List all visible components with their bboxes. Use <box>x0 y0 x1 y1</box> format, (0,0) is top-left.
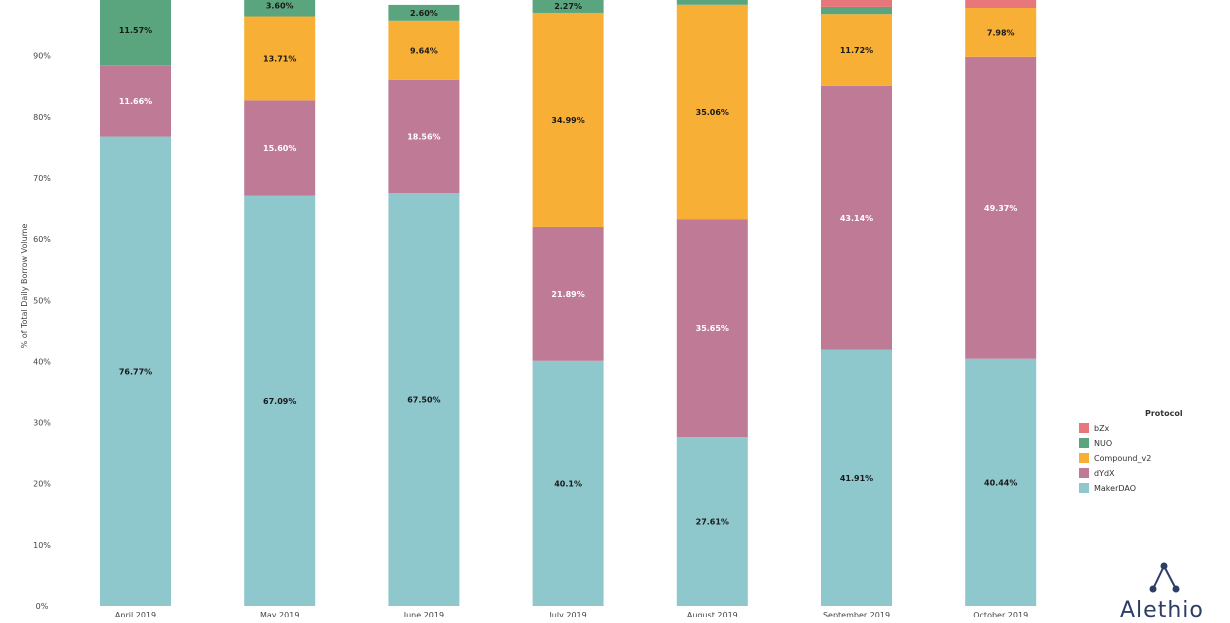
data-label: 34.99% <box>551 116 584 125</box>
bar-stack-august-2019: 27.61% 35.65% 35.06% <box>676 0 748 606</box>
bar-stack-september-2019: 41.91% 43.14% 11.72% <box>821 0 892 606</box>
x-tick-label: April 2019 <box>115 611 156 617</box>
data-label: 40.1% <box>554 479 582 488</box>
legend-swatch-makerdao <box>1079 483 1089 493</box>
data-label: 67.09% <box>263 397 296 406</box>
data-label: 2.60% <box>410 9 438 18</box>
bar-segment-dydx <box>532 226 604 361</box>
bar-segment-dydx <box>388 79 460 194</box>
y-tick-label: 20% <box>33 480 51 489</box>
data-label: 18.56% <box>407 132 440 141</box>
y-tick-label: 40% <box>33 357 51 366</box>
bar-segment-dydx <box>100 65 171 137</box>
data-label: 11.66% <box>119 97 152 106</box>
data-label: 27.61% <box>696 518 729 527</box>
x-tick-label: August 2019 <box>687 611 738 617</box>
data-label: 7.98% <box>987 28 1015 37</box>
y-tick-label: 30% <box>33 419 51 428</box>
data-label: 76.77% <box>119 367 152 376</box>
bar-stack-june-2019: 67.50% 18.56% 9.64% 2.60% <box>388 4 460 607</box>
data-label: 11.57% <box>119 26 152 35</box>
data-label: 40.44% <box>984 478 1017 487</box>
legend-label-compound-v2: Compound_v2 <box>1094 454 1151 463</box>
bar-segment-bzx <box>821 0 892 7</box>
data-label: 49.37% <box>984 204 1017 213</box>
legend-title: Protocol <box>1145 409 1183 418</box>
bar-stack-july-2019: 40.1% 21.89% 34.99% 2.27% <box>532 0 604 606</box>
bar-stack-may-2019: 67.09% 15.60% 13.71% 3.60% <box>244 0 316 607</box>
bar-segment-makerdao <box>965 358 1037 606</box>
bar-segment-dydx <box>676 219 748 438</box>
bar-segment-compound-v2 <box>388 20 460 80</box>
bar-stack-october-2019: 40.44% 49.37% 7.98% <box>965 0 1037 606</box>
x-tick-label: July 2019 <box>548 611 586 617</box>
data-label: 41.91% <box>840 474 873 483</box>
y-tick-label: 50% <box>33 296 51 305</box>
x-tick-label: October 2019 <box>973 611 1028 617</box>
bar-segment-compound-v2 <box>676 4 748 220</box>
legend-label-nuo: NUO <box>1094 439 1112 448</box>
bar-stack-april-2019: 76.77% 11.66% 11.57% <box>100 0 171 606</box>
bar-segment-makerdao <box>676 437 748 606</box>
legend-label-makerdao: MakerDAO <box>1094 484 1136 493</box>
bar-segment-makerdao <box>532 360 604 606</box>
data-label: 9.64% <box>410 46 438 55</box>
legend-label-dydx: dYdX <box>1094 469 1115 478</box>
y-axis-label: % of Total Daily Borrow Volume <box>20 224 29 349</box>
bar-segment-nuo <box>532 0 604 13</box>
bar-segment-compound-v2 <box>244 16 316 101</box>
data-label: 13.71% <box>263 54 296 63</box>
data-label: 35.06% <box>696 108 729 117</box>
legend-swatch-bzx <box>1079 423 1089 433</box>
y-tick-label: 60% <box>33 235 51 244</box>
logo-icon <box>1149 562 1180 593</box>
data-label: 3.60% <box>266 2 294 11</box>
x-tick-label: June 2019 <box>403 611 444 617</box>
bar-segment-dydx <box>965 56 1037 359</box>
bar-segment-dydx <box>244 100 316 196</box>
bar-segment-nuo <box>821 6 892 15</box>
brand-logo-text: Alethio <box>1120 598 1204 623</box>
data-label: 21.89% <box>551 290 584 299</box>
data-label: 43.14% <box>840 214 873 223</box>
y-tick-label: 70% <box>33 174 51 183</box>
data-label: 2.27% <box>554 2 582 11</box>
y-tick-label: 80% <box>33 113 51 122</box>
x-tick-label: September 2019 <box>823 611 890 617</box>
y-tick-label: 0% <box>36 602 49 611</box>
bar-segment-nuo <box>676 0 748 5</box>
y-tick-label: 10% <box>33 541 51 550</box>
data-label: 35.65% <box>696 324 729 333</box>
bar-segment-makerdao <box>388 193 460 607</box>
bar-segment-nuo <box>388 4 460 21</box>
y-tick-label: 90% <box>33 52 51 61</box>
legend-label-bzx: bZx <box>1094 424 1110 433</box>
legend-swatch-compound-v2 <box>1079 453 1089 463</box>
bar-segment-makerdao <box>244 195 316 607</box>
data-label: 11.72% <box>840 46 873 55</box>
bar-segment-compound-v2 <box>965 8 1037 57</box>
data-label: 15.60% <box>263 144 296 153</box>
legend-swatch-nuo <box>1079 438 1089 448</box>
bar-segment-makerdao <box>100 136 171 606</box>
bar-segment-makerdao <box>821 349 892 606</box>
bar-segment-compound-v2 <box>821 14 892 86</box>
data-label: 67.50% <box>407 396 440 405</box>
bar-segment-bzx <box>965 0 1037 9</box>
legend-swatch-dydx <box>1079 468 1089 478</box>
x-tick-label: May 2019 <box>260 611 299 617</box>
bar-segment-nuo <box>244 0 316 17</box>
bar-segment-dydx <box>821 85 892 350</box>
bar-segment-compound-v2 <box>532 12 604 227</box>
bar-segment-nuo <box>100 0 171 66</box>
